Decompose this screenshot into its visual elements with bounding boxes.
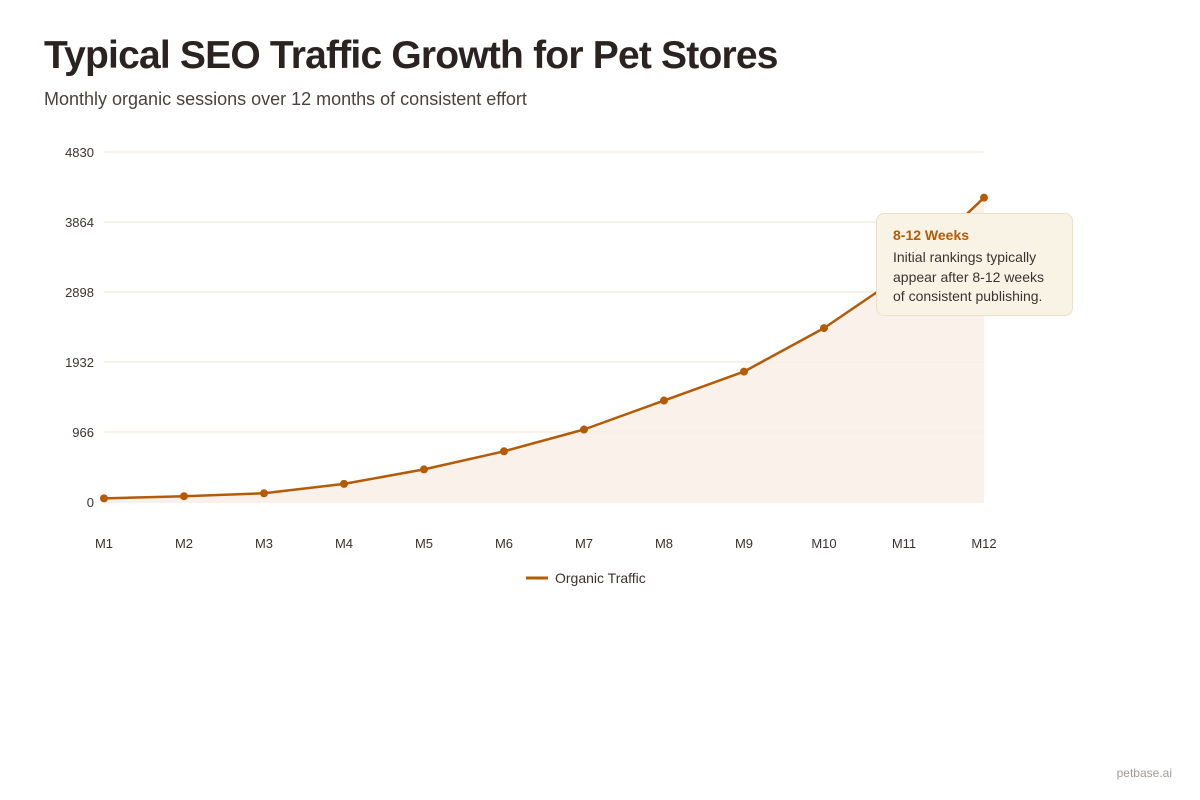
x-tick-label: M1 — [95, 536, 113, 551]
data-point-m4[interactable] — [340, 479, 348, 488]
y-tick-label: 3864 — [65, 215, 94, 230]
data-point-m8[interactable] — [660, 396, 668, 405]
chart-title: Typical SEO Traffic Growth for Pet Store… — [44, 34, 778, 77]
annotation-text: Initial rankings typically appear after … — [893, 249, 1044, 304]
x-tick-label: M10 — [811, 536, 836, 551]
data-point-m3[interactable] — [260, 489, 268, 498]
chart-subtitle: Monthly organic sessions over 12 months … — [44, 89, 527, 109]
data-point-m6[interactable] — [500, 447, 508, 456]
x-axis-ticks: M1 M2 M3 M4 M5 M6 M7 M8 M9 M10 M11 M12 — [95, 536, 997, 551]
data-point-m9[interactable] — [740, 367, 748, 376]
y-tick-label: 966 — [72, 425, 94, 440]
x-tick-label: M2 — [175, 536, 193, 551]
y-tick-label: 4830 — [65, 145, 94, 160]
legend: Organic Traffic — [526, 570, 646, 586]
y-axis-ticks: 0 966 1932 2898 3864 4830 — [65, 145, 94, 510]
data-point-m10[interactable] — [820, 324, 828, 333]
data-point-m12[interactable] — [980, 193, 988, 202]
y-tick-label: 0 — [87, 495, 94, 510]
annotation-callout: 8-12 Weeks Initial rankings typically ap… — [876, 213, 1073, 316]
x-tick-label: M8 — [655, 536, 673, 551]
series-line — [103, 196, 985, 500]
data-point-m2[interactable] — [180, 492, 188, 501]
data-point-m1[interactable] — [100, 494, 108, 503]
x-tick-label: M4 — [335, 536, 353, 551]
x-tick-label: M6 — [495, 536, 513, 551]
x-tick-label: M7 — [575, 536, 593, 551]
x-tick-label: M9 — [735, 536, 753, 551]
y-tick-label: 1932 — [65, 355, 94, 370]
annotation-title: 8-12 Weeks — [893, 227, 970, 243]
x-tick-label: M11 — [892, 536, 916, 551]
y-tick-label: 2898 — [65, 285, 94, 300]
data-point-m5[interactable] — [420, 465, 428, 474]
data-point-m7[interactable] — [580, 425, 588, 434]
area-fill — [104, 197, 984, 502]
legend-label: Organic Traffic — [555, 570, 646, 586]
x-tick-label: M5 — [415, 536, 433, 551]
x-tick-label: M3 — [255, 536, 273, 551]
x-tick-label: M12 — [971, 536, 996, 551]
watermark: petbase.ai — [1116, 766, 1172, 780]
